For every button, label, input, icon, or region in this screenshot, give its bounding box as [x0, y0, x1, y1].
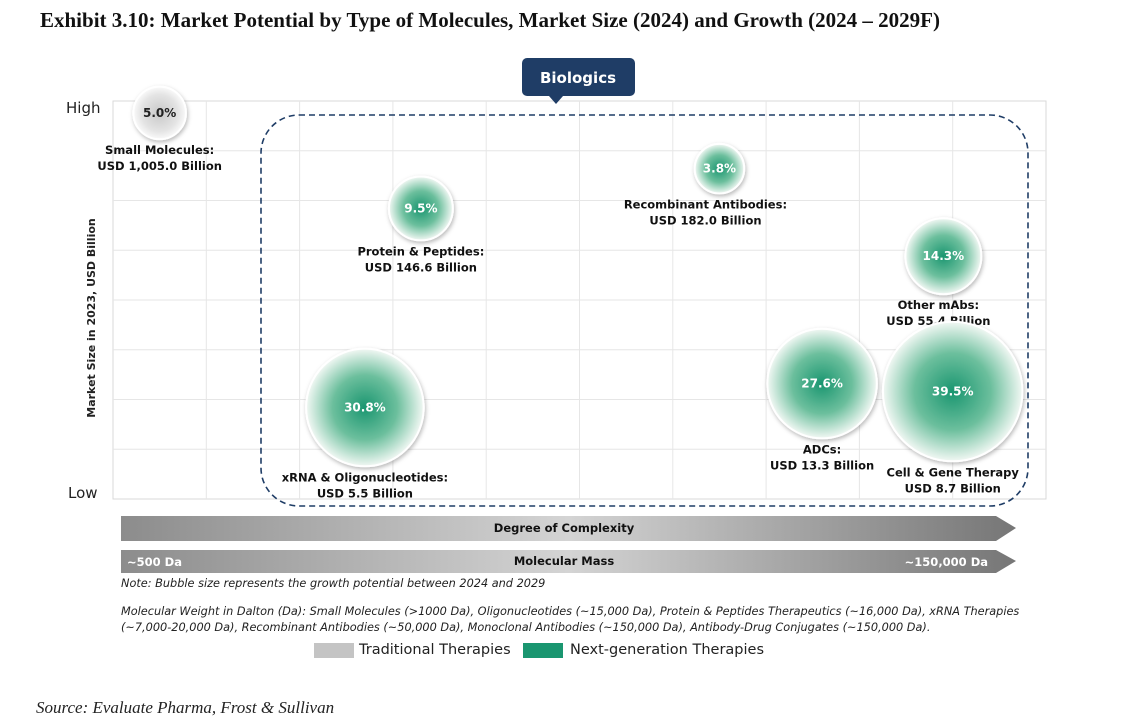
mass-label: Molecular Mass — [514, 554, 615, 568]
bubble-growth-label: 9.5% — [404, 201, 437, 215]
bubble-name-label: Protein & Peptides: — [357, 244, 484, 258]
bubble-growth-label: 5.0% — [143, 106, 176, 120]
source-note: Source: Evaluate Pharma, Frost & Sulliva… — [36, 698, 335, 717]
bubble-name-label: Small Molecules: — [105, 143, 214, 157]
bubble-group: 14.3%Other mAbs:USD 55.4 Billion — [886, 217, 990, 328]
molecular-mass-arrow: ~500 Da Molecular Mass ~150,000 Da — [121, 550, 1016, 573]
y-high-label: High — [66, 99, 100, 117]
biologics-group-border — [260, 114, 1029, 507]
chart-title: Exhibit 3.10: Market Potential by Type o… — [40, 8, 940, 32]
bubble-name-label: xRNA & Oligonucleotides: — [282, 470, 448, 484]
complexity-arrow: Degree of Complexity — [121, 516, 1016, 541]
y-low-label: Low — [68, 484, 98, 502]
bubble-growth-label: 30.8% — [344, 400, 386, 414]
bubble — [766, 327, 878, 440]
bubble-chart: High Low Market Size in 2023, USD Billio… — [66, 58, 1047, 573]
bubble-group: 5.0% Small Molecules: USD 1,005.0 Billion — [97, 85, 222, 173]
molecular-weight-note: Molecular Weight in Dalton (Da): Small M… — [121, 605, 1020, 634]
bubble — [693, 142, 746, 195]
bubble — [305, 347, 425, 468]
bubble-growth-label: 14.3% — [923, 249, 965, 263]
bubble-growth-label: 3.8% — [703, 162, 736, 176]
bubble-size-label: USD 13.3 Billion — [770, 458, 874, 472]
complexity-label: Degree of Complexity — [494, 521, 635, 535]
legend-label-traditional: Traditional Therapies — [359, 642, 511, 658]
bubble-group: 27.6% ADCs: USD 13.3 Billion — [766, 327, 878, 472]
bubble-name-label: Recombinant Antibodies: — [624, 197, 787, 211]
bubble-group: 39.5% Cell & Gene Therapy USD 8.7 Billion — [881, 320, 1024, 495]
bubble-size-note: Note: Bubble size represents the growth … — [121, 577, 546, 590]
bubble-size-label: USD 146.6 Billion — [365, 260, 477, 274]
legend-label-next-generation: Next-generation Therapies — [570, 642, 765, 658]
bubbles-layer: 5.0% Small Molecules: USD 1,005.0 Billion 9… — [97, 85, 1024, 500]
bubble — [881, 320, 1024, 463]
bubble-name-label: Cell & Gene Therapy — [887, 465, 1020, 479]
legend-swatch-traditional — [314, 643, 354, 658]
bubble-growth-label: 39.5% — [932, 385, 974, 399]
bubble — [904, 217, 983, 296]
bubble-size-label: USD 8.7 Billion — [905, 481, 1001, 495]
bubble-growth-label: 27.6% — [801, 377, 843, 391]
bubble-size-label: USD 5.5 Billion — [317, 486, 413, 500]
bubble-name-label: Other mAbs: — [898, 298, 980, 312]
bubble-group: 30.8% xRNA & Oligonucleotides: USD 5.5 Bil… — [282, 347, 448, 500]
biologics-group-tag: Biologics — [522, 58, 635, 104]
bubble-name-label: ADCs: — [803, 442, 841, 456]
bubble-group: 3.8% Recombinant Antibodies: USD 182.0 Bil… — [624, 142, 787, 227]
mass-low-label: ~500 Da — [127, 555, 182, 569]
bubble-size-label: USD 1,005.0 Billion — [97, 159, 222, 173]
bubble-group: 9.5% Protein & Peptides: USD 146.6 Billion — [357, 175, 484, 274]
bubble — [132, 85, 187, 141]
bubble — [387, 175, 454, 242]
y-axis-label: Market Size in 2023, USD Billion — [85, 218, 98, 417]
legend-swatch-next-generation — [523, 643, 563, 658]
bubble-size-label: USD 182.0 Billion — [649, 213, 761, 227]
biologics-label: Biologics — [540, 69, 616, 87]
mass-high-label: ~150,000 Da — [905, 555, 988, 569]
